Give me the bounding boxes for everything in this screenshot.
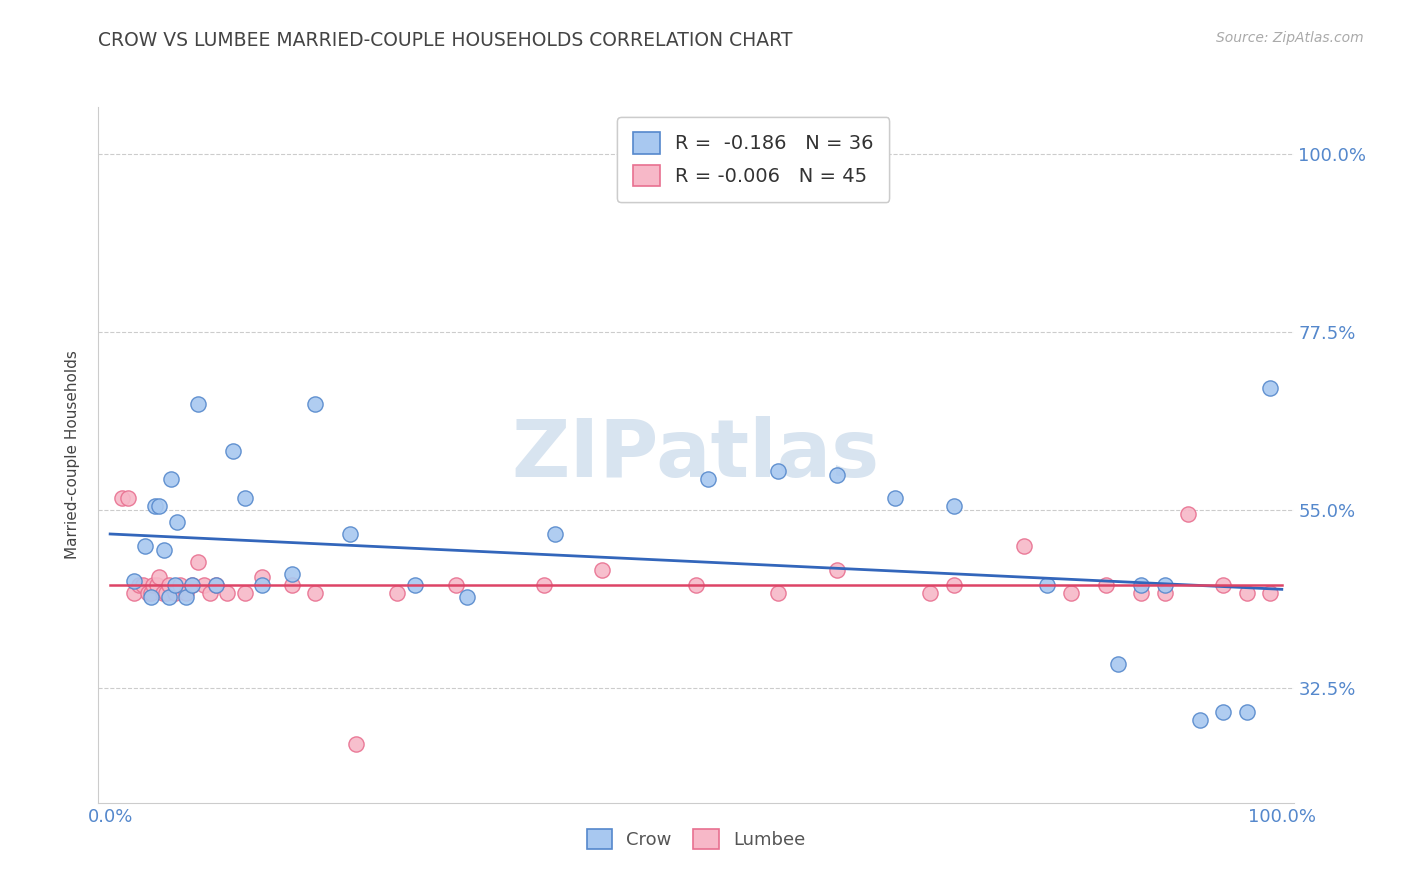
Point	[198, 586, 221, 600]
Point	[157, 578, 180, 592]
Point	[1012, 539, 1035, 553]
Point	[160, 472, 183, 486]
Point	[174, 591, 197, 605]
Point	[766, 464, 789, 478]
Point	[825, 563, 848, 577]
Point	[1212, 705, 1234, 719]
Point	[942, 500, 965, 514]
Point	[344, 737, 367, 751]
Y-axis label: Married-couple Households: Married-couple Households	[65, 351, 80, 559]
Point	[252, 578, 274, 592]
Point	[766, 586, 789, 600]
Point	[1130, 586, 1153, 600]
Point	[152, 586, 174, 600]
Point	[122, 586, 145, 600]
Point	[304, 396, 326, 410]
Point	[204, 578, 226, 592]
Point	[1130, 578, 1153, 592]
Point	[444, 578, 467, 592]
Point	[281, 578, 304, 592]
Point	[128, 578, 150, 592]
Point	[252, 570, 274, 584]
Point	[1236, 586, 1258, 600]
Point	[696, 472, 718, 486]
Point	[142, 578, 165, 592]
Point	[153, 542, 176, 557]
Point	[136, 586, 159, 600]
Point	[141, 586, 163, 600]
Point	[143, 500, 166, 514]
Text: ZIPatlas: ZIPatlas	[512, 416, 880, 494]
Point	[222, 444, 245, 458]
Point	[884, 491, 907, 506]
Point	[163, 578, 186, 592]
Point	[146, 578, 169, 592]
Point	[166, 515, 188, 529]
Point	[1258, 381, 1281, 395]
Point	[111, 491, 134, 506]
Point	[169, 578, 191, 592]
Text: Source: ZipAtlas.com: Source: ZipAtlas.com	[1216, 31, 1364, 45]
Point	[187, 396, 209, 410]
Point	[920, 586, 942, 600]
Point	[825, 467, 848, 482]
Point	[685, 578, 707, 592]
Point	[1153, 578, 1175, 592]
Point	[456, 591, 478, 605]
Point	[217, 586, 239, 600]
Point	[1258, 586, 1281, 600]
Point	[187, 555, 209, 569]
Point	[942, 578, 965, 592]
Point	[1188, 713, 1211, 727]
Point	[544, 527, 567, 541]
Point	[193, 578, 215, 592]
Point	[181, 578, 204, 592]
Point	[339, 527, 361, 541]
Point	[1036, 578, 1059, 592]
Point	[157, 591, 180, 605]
Point	[233, 491, 256, 506]
Point	[181, 578, 204, 592]
Point	[134, 539, 156, 553]
Point	[1095, 578, 1118, 592]
Point	[233, 586, 256, 600]
Point	[148, 570, 170, 584]
Point	[1236, 705, 1258, 719]
Point	[141, 591, 163, 605]
Point	[155, 586, 177, 600]
Point	[163, 586, 186, 600]
Point	[533, 578, 555, 592]
Point	[174, 586, 197, 600]
Point	[1107, 657, 1129, 672]
Point	[148, 500, 170, 514]
Point	[304, 586, 326, 600]
Point	[1060, 586, 1083, 600]
Point	[132, 578, 155, 592]
Point	[204, 578, 226, 592]
Point	[122, 574, 145, 589]
Text: CROW VS LUMBEE MARRIED-COUPLE HOUSEHOLDS CORRELATION CHART: CROW VS LUMBEE MARRIED-COUPLE HOUSEHOLDS…	[98, 31, 793, 50]
Point	[591, 563, 613, 577]
Point	[281, 566, 304, 581]
Point	[1153, 586, 1175, 600]
Point	[117, 491, 139, 506]
Point	[1177, 507, 1199, 521]
Point	[404, 578, 426, 592]
Legend: Crow, Lumbee: Crow, Lumbee	[579, 822, 813, 856]
Point	[385, 586, 409, 600]
Point	[1212, 578, 1234, 592]
